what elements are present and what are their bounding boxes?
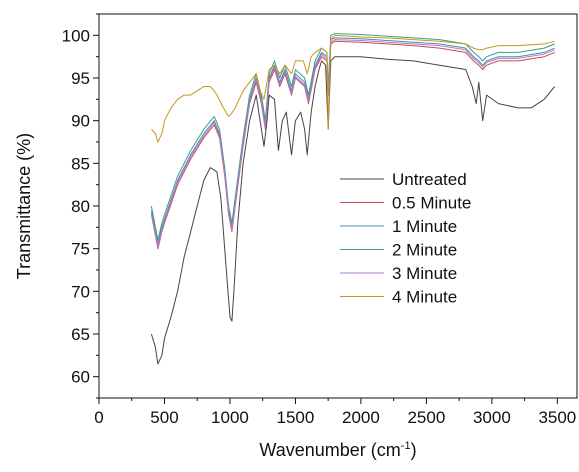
series-line-2 — [150, 37, 555, 245]
y-tick-label: 90 — [71, 112, 90, 131]
legend-label-4: 3 Minute — [392, 264, 457, 283]
legend-label-2: 1 Minute — [392, 217, 457, 236]
x-tick-label: 0 — [94, 408, 103, 427]
y-tick-label: 95 — [71, 69, 90, 88]
x-tick-label: 1000 — [211, 408, 249, 427]
x-axis-title-sup: -1 — [401, 440, 411, 452]
y-tick-label: 65 — [71, 325, 90, 344]
legend-label-3: 2 Minute — [392, 241, 457, 260]
legend-label-1: 0.5 Minute — [392, 194, 471, 213]
y-axis-ticks: 60 65 70 75 80 85 90 95 100 — [62, 13, 99, 399]
x-tick-label: 3500 — [538, 408, 576, 427]
y-tick-label: 100 — [62, 26, 90, 45]
x-tick-label: 2500 — [407, 408, 445, 427]
series-line-0 — [150, 56, 556, 365]
series-line-3 — [150, 33, 555, 241]
legend-label-5: 4 Minute — [392, 288, 457, 307]
y-tick-label: 75 — [71, 240, 90, 259]
x-axis-ticks: 0 500 1000 1500 2000 2500 3000 3500 — [94, 398, 576, 427]
series-line-4 — [150, 39, 555, 248]
y-axis-title: Transmittance (%) — [14, 133, 34, 279]
y-tick-label: 60 — [71, 368, 90, 387]
x-axis-title: Wavenumber (cm-1) — [259, 440, 416, 460]
x-tick-label: 2000 — [342, 408, 380, 427]
x-tick-label: 1500 — [277, 408, 315, 427]
x-axis-title-main: Wavenumber (cm — [259, 440, 400, 460]
series-line-5 — [151, 34, 555, 143]
series-layer — [150, 33, 556, 365]
legend-label-0: Untreated — [392, 170, 467, 189]
legend: Untreated 0.5 Minute 1 Minute 2 Minute 3 Min… — [340, 170, 471, 307]
x-tick-label: 3000 — [473, 408, 511, 427]
x-tick-label: 500 — [150, 408, 178, 427]
series-line-1 — [150, 40, 555, 250]
y-tick-label: 85 — [71, 154, 90, 173]
x-axis-title-close: ) — [411, 440, 417, 460]
y-tick-label: 70 — [71, 282, 90, 301]
y-tick-label: 80 — [71, 197, 90, 216]
